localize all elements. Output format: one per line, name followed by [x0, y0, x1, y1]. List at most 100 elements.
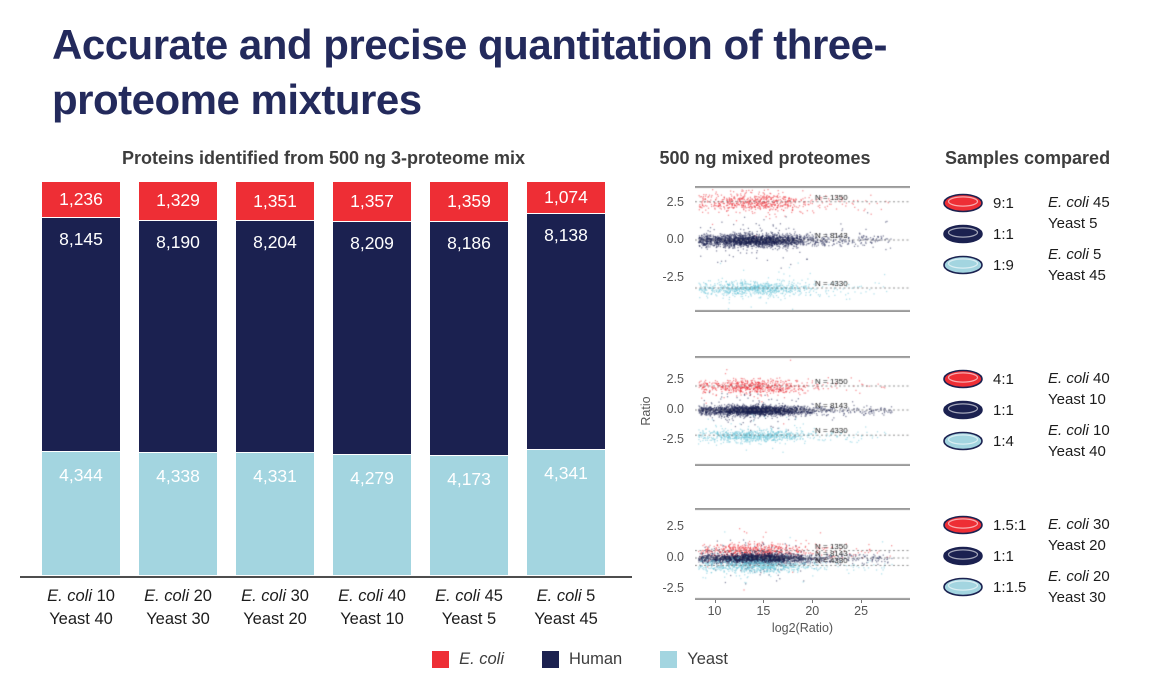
sample-composition-label: E. coli 45 Yeast 5 [1048, 194, 1110, 232]
scatter-plot-2 [695, 356, 910, 466]
scatter-section-title: 500 ng mixed proteomes [659, 148, 871, 168]
petri-dish-icon [942, 368, 984, 390]
bar-segment-human: 8,145 [42, 217, 120, 451]
bar-segment-human: 8,186 [430, 220, 508, 456]
x-tick-mark [714, 599, 716, 603]
bar-value-label: 4,338 [156, 465, 200, 486]
petri-dish-icon [942, 192, 984, 214]
mix-ratio-label: 9:1 [993, 194, 1014, 212]
bar-value-label: 1,357 [350, 190, 394, 211]
petri-dish-icon [942, 545, 984, 567]
mix-ratio-label: 1.5:1 [993, 516, 1027, 534]
x-axis-label: log2(Ratio) [771, 621, 834, 635]
y-tick-label: 0.0 [666, 550, 684, 564]
stacked-bar: 1,236 8,145 4,344 [42, 182, 120, 575]
petri-dish-icon [942, 514, 984, 536]
sample-composition-label: E. coli 5 Yeast 45 [1048, 246, 1106, 284]
bar-category-label: E. coli 10 Yeast 40 [47, 587, 115, 628]
y-tick-label: -2.5 [662, 269, 684, 284]
page-title: Accurate and precise quantitation of thr… [52, 21, 888, 123]
legend-label: Human [569, 650, 623, 668]
legend-label: E. coli [459, 650, 505, 668]
bar-segment-yeast: 4,279 [333, 453, 411, 575]
bar-category-label: E. coli 5 Yeast 45 [534, 587, 598, 628]
y-tick-label: 2.5 [666, 194, 684, 209]
sample-row: 1.5:1 [942, 514, 1026, 536]
petri-dish-icon [942, 254, 984, 276]
stacked-bar: 1,357 8,209 4,279 [333, 182, 411, 575]
petri-dish-icon [942, 576, 984, 598]
x-tick-mark [812, 599, 814, 603]
sample-row: 1:9 [942, 254, 1014, 276]
legend-label: Yeast [687, 650, 728, 668]
sample-composition-label: E. coli 30 Yeast 20 [1048, 516, 1110, 554]
bar-segment-e-coli: 1,351 [236, 182, 314, 221]
bar-value-label: 4,331 [253, 466, 297, 487]
bar-category-label: E. coli 40 Yeast 10 [338, 587, 406, 628]
stacked-bar: 1,351 8,204 4,331 [236, 182, 314, 575]
bar-category-label: E. coli 45 Yeast 5 [435, 587, 503, 628]
petri-dish-icon [942, 430, 984, 452]
y-tick-label: 0.0 [666, 232, 684, 246]
bar-value-label: 8,209 [350, 232, 394, 253]
sample-group: 4:1 1:1 1:4 E. coli 40 Yeast 10 E. coli 10 Yea… [942, 368, 1160, 468]
sample-row: 1:1.5 [942, 576, 1026, 598]
bar-segment-yeast: 4,331 [236, 452, 314, 575]
x-tick-label: 20 [805, 604, 820, 618]
bar-value-label: 8,204 [253, 232, 297, 253]
x-tick-mark [861, 599, 863, 603]
petri-dish-icon [942, 399, 984, 421]
bar-category-label: E. coli 20 Yeast 30 [144, 587, 212, 628]
scatter-plot-3 [695, 508, 910, 600]
sample-row: 9:1 [942, 192, 1014, 214]
stacked-bar: 1,359 8,186 4,173 [430, 182, 508, 575]
bar-value-label: 4,344 [59, 464, 103, 485]
x-tick-label: 25 [854, 604, 869, 618]
chart-legend: E. coli Human Yeast [0, 650, 1160, 669]
bar-value-label: 1,074 [544, 187, 588, 208]
sample-row: 1:1 [942, 399, 1014, 421]
petri-dish-icon [942, 223, 984, 245]
bar-value-label: 4,173 [447, 469, 491, 490]
mix-ratio-label: 1:1 [993, 547, 1014, 565]
sample-composition-label: E. coli 20 Yeast 30 [1048, 568, 1110, 606]
legend-item: E. coli [432, 650, 504, 669]
y-tick-label: 2.5 [666, 372, 684, 386]
bar-value-label: 1,329 [156, 190, 200, 211]
bar-value-label: 8,138 [544, 225, 588, 246]
mix-ratio-label: 1:9 [993, 256, 1014, 274]
mix-ratio-label: 4:1 [993, 370, 1014, 388]
bar-segment-yeast: 4,344 [42, 450, 120, 575]
scatter-x-axis: 10 15 20 25 [695, 599, 910, 629]
y-tick-label: 0.0 [666, 402, 684, 416]
legend-item: Human [542, 650, 622, 669]
bar-segment-e-coli: 1,359 [430, 182, 508, 221]
bar-segment-e-coli: 1,074 [527, 182, 605, 214]
samples-compared-title: Samples compared [945, 148, 1111, 168]
bar-segment-yeast: 4,173 [430, 455, 508, 575]
scatter-plot-1 [695, 186, 910, 312]
bar-value-label: 1,236 [59, 189, 103, 210]
bar-segment-human: 8,209 [333, 220, 411, 454]
sample-group: 9:1 1:1 1:9 E. coli 45 Yeast 5 E. coli 5 Yeast… [942, 192, 1160, 292]
legend-swatch [542, 651, 560, 668]
legend-swatch [660, 651, 678, 668]
bar-value-label: 4,279 [350, 467, 394, 488]
sample-row: 1:1 [942, 223, 1014, 245]
bar-segment-yeast: 4,338 [139, 451, 217, 575]
y-tick-label: -2.5 [662, 581, 684, 595]
mix-ratio-label: 1:4 [993, 432, 1014, 450]
legend-swatch [432, 651, 450, 668]
bar-value-label: 8,145 [59, 229, 103, 250]
y-tick-label: -2.5 [662, 432, 684, 446]
sample-row: 4:1 [942, 368, 1014, 390]
stacked-bar-chart: 1,236 8,145 4,344 1,329 8,190 4,338 1,351 8,204… [42, 182, 605, 575]
bar-value-label: 1,359 [447, 190, 491, 211]
bar-value-label: 1,351 [253, 190, 297, 211]
bar-segment-e-coli: 1,329 [139, 182, 217, 220]
bar-segment-human: 8,138 [527, 213, 605, 450]
bar-value-label: 8,186 [447, 232, 491, 253]
bar-segment-human: 8,204 [236, 220, 314, 453]
